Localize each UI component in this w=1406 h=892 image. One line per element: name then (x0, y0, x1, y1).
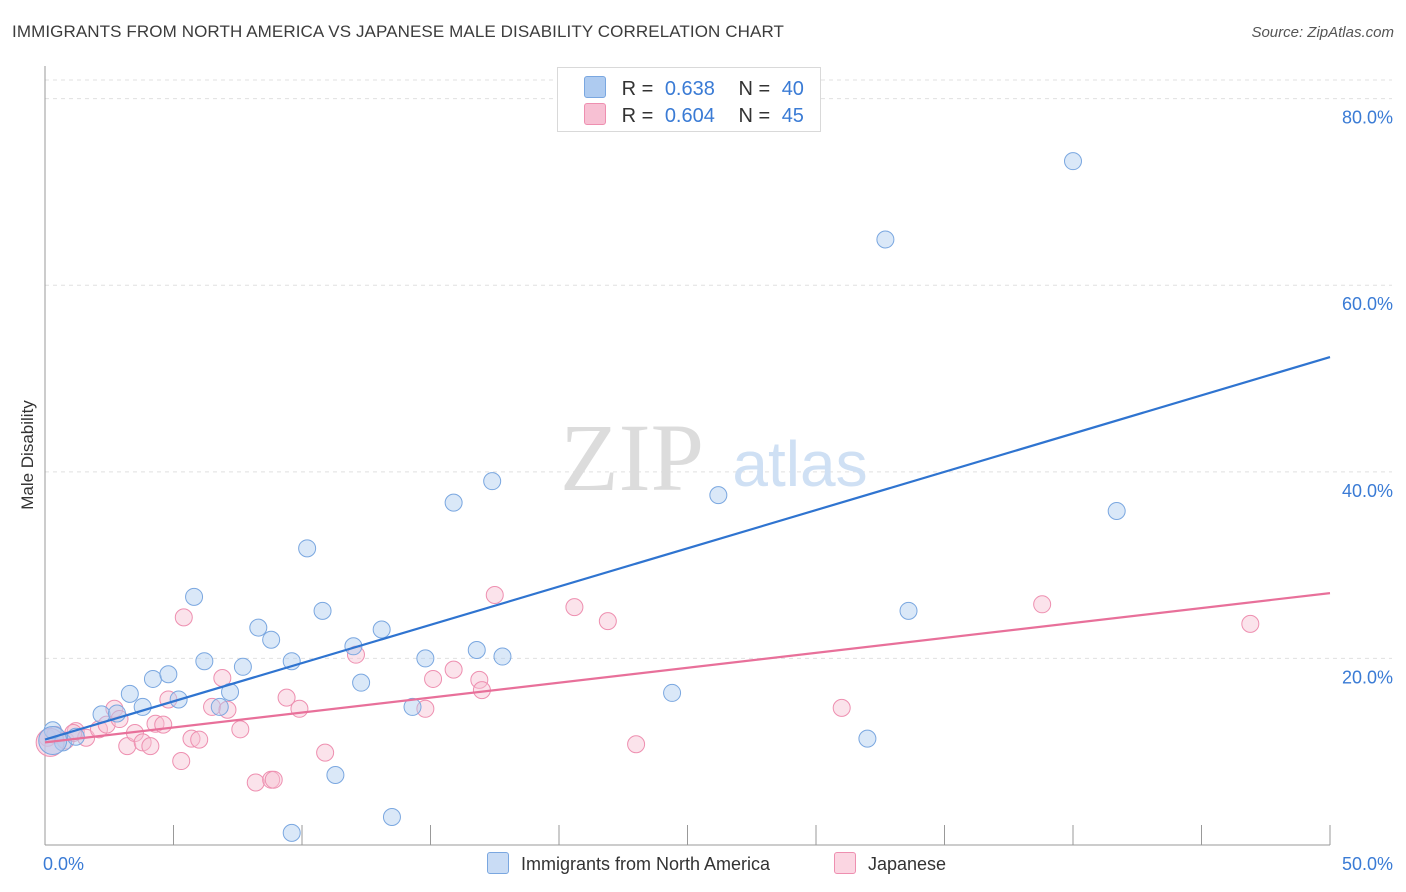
y-tick-label: 20.0% (1342, 667, 1393, 687)
chart-title: IMMIGRANTS FROM NORTH AMERICA VS JAPANES… (12, 22, 785, 41)
legend-row-immigrants: R = 0.638 N = 40 (584, 76, 804, 101)
legend-n-value: 45 (781, 105, 804, 127)
bottom-legend-swatch-blue (487, 852, 509, 874)
data-point (485, 585, 504, 604)
data-point (262, 630, 281, 649)
data-point (154, 715, 173, 734)
tick-labels: 20.0% 40.0% 60.0% 80.0% 0.0% 50.0% (43, 108, 1393, 874)
data-point (159, 665, 178, 684)
data-point (231, 720, 250, 739)
legend-row-japanese: R = 0.604 N = 45 (584, 103, 804, 128)
data-point (233, 657, 252, 676)
legend-r-label: R = (621, 105, 654, 127)
data-point (444, 660, 463, 679)
data-point (182, 729, 201, 748)
data-point (1064, 152, 1082, 171)
data-point (190, 730, 209, 749)
data-point (246, 773, 265, 792)
legend-swatch-pink (584, 103, 606, 125)
data-point (185, 587, 204, 606)
data-point (172, 752, 191, 771)
immigrants-points (38, 152, 1126, 842)
data-point (313, 601, 332, 620)
legend-n-label: N = (738, 78, 771, 100)
data-point (352, 673, 371, 692)
data-point (832, 698, 851, 717)
data-point (264, 770, 283, 789)
data-point (316, 743, 335, 762)
data-point (298, 539, 317, 558)
data-point (382, 808, 401, 827)
bottom-legend-swatch-pink (834, 852, 856, 874)
data-point (493, 647, 512, 666)
watermark-atlas: atlas (732, 428, 867, 500)
data-point (899, 601, 918, 620)
data-point (1107, 502, 1126, 521)
data-point (277, 688, 296, 707)
data-point (210, 697, 229, 716)
watermark-zip: ZIP (560, 404, 704, 511)
data-point (876, 230, 895, 249)
trend-lines (44, 356, 1331, 744)
x-tick-label: 0.0% (43, 854, 84, 874)
data-point (249, 618, 268, 637)
legend-r-value: 0.638 (664, 78, 715, 100)
data-point (858, 729, 877, 748)
axes (44, 66, 1331, 846)
data-point (483, 472, 502, 491)
data-point (424, 669, 443, 688)
data-point (141, 737, 160, 756)
trend-line-immigrants (44, 356, 1331, 741)
legend-n-value: 40 (781, 78, 804, 100)
data-point (143, 669, 162, 688)
data-point (120, 684, 139, 703)
data-point (565, 598, 584, 617)
trend-line-japanese (44, 592, 1331, 744)
data-point (470, 670, 489, 689)
data-point (195, 652, 214, 671)
data-point (403, 697, 422, 716)
data-point (444, 493, 463, 512)
bottom-legend-label: Japanese (868, 854, 947, 874)
bottom-legend-japanese: Japanese (834, 852, 946, 875)
legend-r-label: R = (621, 78, 654, 100)
bottom-legend-immigrants: Immigrants from North America (487, 852, 770, 875)
data-point (174, 608, 193, 627)
x-tick-label: 50.0% (1342, 854, 1393, 874)
watermark: ZIP atlas (560, 404, 868, 511)
legend-n-label: N = (738, 105, 771, 127)
y-tick-label: 40.0% (1342, 481, 1393, 501)
grid-lines (45, 79, 1392, 659)
stats-legend: R = 0.638 N = 40 R = 0.604 N = 45 (557, 67, 821, 132)
data-point (467, 641, 486, 660)
y-tick-label: 80.0% (1342, 108, 1393, 128)
data-point (1241, 614, 1260, 633)
data-point (372, 620, 391, 639)
data-point (282, 823, 301, 842)
data-point (663, 683, 682, 702)
y-tick-label: 60.0% (1342, 294, 1393, 314)
japanese-points (35, 585, 1260, 792)
data-point (416, 649, 435, 668)
data-point (627, 735, 646, 754)
data-point (326, 766, 345, 785)
legend-r-value: 0.604 (664, 105, 715, 127)
data-point (290, 699, 309, 718)
data-point (203, 697, 222, 716)
data-point (1033, 595, 1052, 614)
bottom-legend-label: Immigrants from North America (521, 854, 771, 874)
source-label: Source: ZipAtlas.com (1251, 24, 1394, 41)
data-point (598, 612, 617, 631)
data-point (709, 486, 728, 505)
legend-swatch-blue (584, 76, 606, 98)
